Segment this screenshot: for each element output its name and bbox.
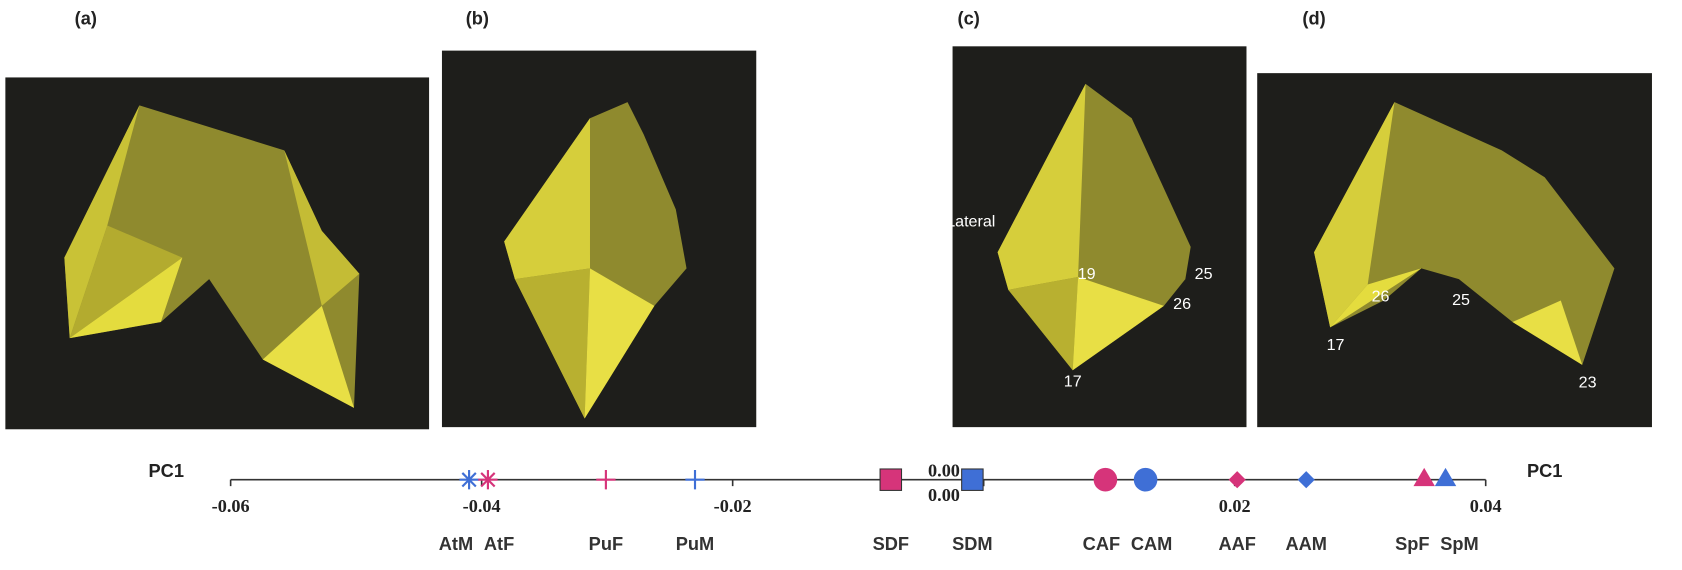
shape xyxy=(69,225,183,339)
shape xyxy=(64,105,140,339)
shape xyxy=(997,83,1086,290)
marker xyxy=(478,470,498,490)
annotation: 25 xyxy=(1452,291,1470,309)
panel-label: (b) xyxy=(466,7,489,28)
annotation: 17 xyxy=(1064,372,1082,390)
legend-label: AAF xyxy=(1218,533,1255,554)
legend-label: AtM xyxy=(439,533,473,554)
shape xyxy=(1314,102,1395,328)
x-tick-label: 0.02 xyxy=(1219,496,1251,516)
marker xyxy=(879,468,903,491)
shape xyxy=(69,257,183,339)
axis-label: PC1 xyxy=(1527,460,1562,481)
shape xyxy=(262,305,354,408)
legend-label: CAM xyxy=(1131,533,1173,554)
shape xyxy=(1314,102,1615,365)
legend-label: PuF xyxy=(589,533,623,554)
x-tick-label: 0.04 xyxy=(1470,496,1502,516)
axis-label: PC1 xyxy=(149,460,184,481)
legend-label: SpM xyxy=(1440,533,1478,554)
annotation: 19 xyxy=(1078,265,1096,283)
shape xyxy=(1072,276,1164,371)
annotation: Lateral xyxy=(946,212,995,230)
panel-label: (a) xyxy=(75,7,97,28)
legend-label: PuM xyxy=(676,533,714,554)
shape xyxy=(64,105,360,408)
marker xyxy=(1228,471,1246,489)
marker-part xyxy=(480,472,496,488)
annotation: 25 xyxy=(1195,265,1213,283)
annotation: 23 xyxy=(1579,373,1597,391)
shape xyxy=(504,118,590,280)
marker xyxy=(685,470,705,490)
legend-label: AAM xyxy=(1285,533,1327,554)
marker xyxy=(1093,467,1118,492)
panel-label: (d) xyxy=(1302,7,1325,28)
marker xyxy=(1297,471,1315,489)
annotation: 26 xyxy=(1372,288,1390,306)
marker xyxy=(961,468,984,491)
shape xyxy=(284,150,360,306)
marker xyxy=(1413,467,1435,487)
marker xyxy=(596,470,616,490)
x-tick-label: 0.00 xyxy=(928,460,960,480)
marker xyxy=(459,470,479,490)
shape xyxy=(514,268,590,419)
marker xyxy=(1434,467,1457,487)
x-tick-label: -0.04 xyxy=(463,496,501,516)
panel-label: (c) xyxy=(958,7,980,28)
x-tick-label: -0.02 xyxy=(714,496,752,516)
legend-label: AtF xyxy=(484,533,514,554)
annotation: 17 xyxy=(1327,336,1345,354)
x-tick-label: -0.06 xyxy=(212,496,250,516)
panel-renders xyxy=(5,46,1652,430)
shape xyxy=(584,268,655,419)
marker-part xyxy=(461,472,477,488)
shape xyxy=(1330,268,1422,328)
x-tick-label: 0.00 xyxy=(928,485,960,505)
shape xyxy=(1008,276,1079,371)
marker xyxy=(1133,467,1158,492)
shape xyxy=(1512,300,1583,365)
legend-label: CAF xyxy=(1083,533,1120,554)
legend-label: SDF xyxy=(873,533,909,554)
annotation: 26 xyxy=(1173,295,1191,313)
legend-label: SpF xyxy=(1395,533,1429,554)
legend-label: SDM xyxy=(952,533,993,554)
